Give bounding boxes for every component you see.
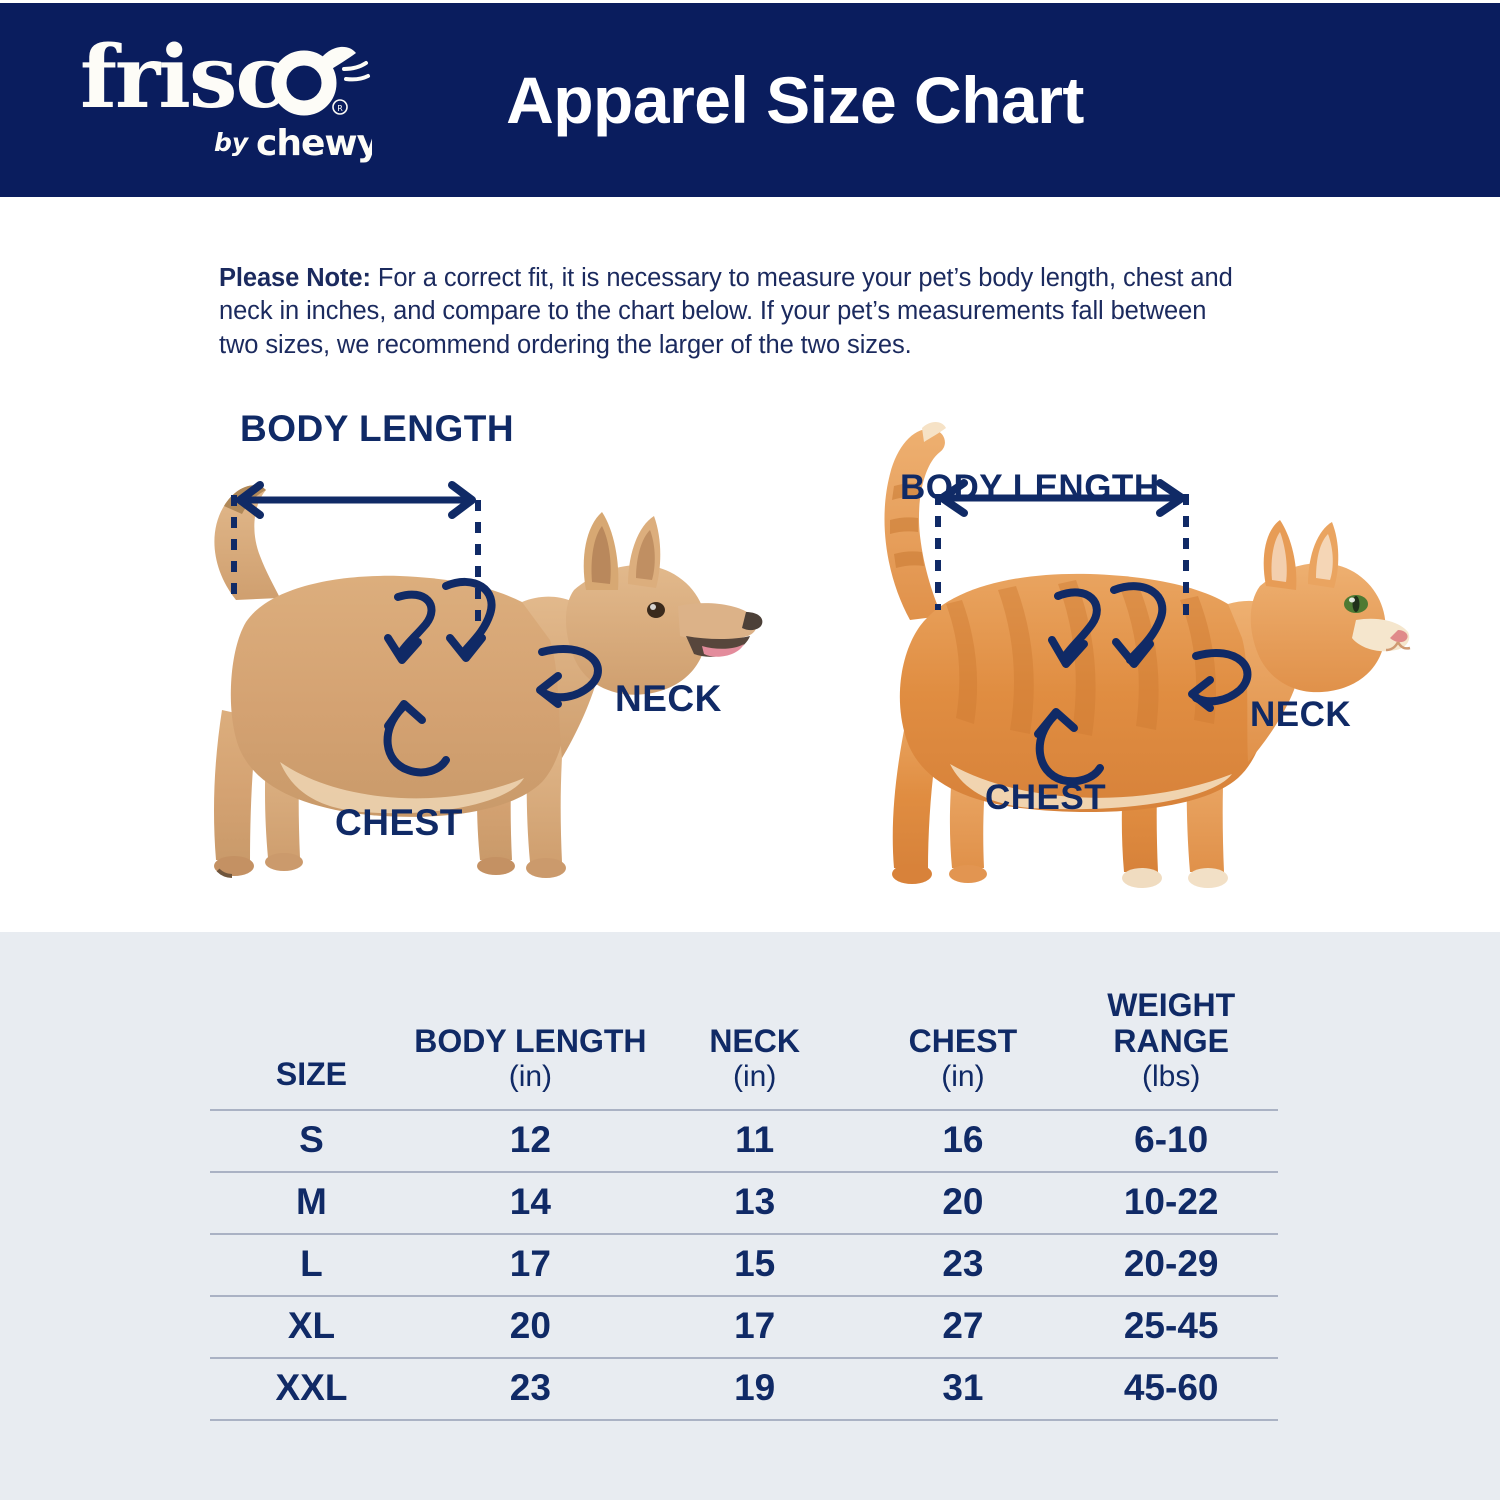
dog-neck-label: NECK — [615, 678, 722, 719]
th-chest-label: CHEST — [908, 1022, 1018, 1059]
cell-body-length: 20 — [412, 1296, 648, 1360]
cat-chest-label: CHEST — [985, 778, 1107, 817]
dog-tail — [214, 485, 280, 600]
cell-weight-range: 20-29 — [1064, 1234, 1278, 1298]
dog-neck-arrow — [536, 644, 602, 708]
cell-chest: 23 — [861, 1234, 1065, 1298]
measurement-illustrations: BODY LENGTH NECK CHEST — [0, 390, 1500, 935]
table-row: M 14 13 20 10-22 — [210, 1172, 1278, 1236]
dog-chest-arrow — [383, 700, 450, 777]
svg-text:by: by — [214, 128, 250, 157]
dog-head — [565, 565, 707, 695]
table-row: XL 20 17 27 25-45 — [210, 1296, 1278, 1360]
cell-neck: 17 — [647, 1296, 862, 1360]
cell-chest: 20 — [861, 1172, 1065, 1236]
size-table-section: SIZE BODY LENGTH (in) NECK (in) CHEST (i… — [0, 932, 1500, 1500]
th-neck: NECK (in) — [647, 988, 862, 1112]
cell-chest: 27 — [861, 1296, 1065, 1360]
cell-body-length: 14 — [412, 1172, 648, 1236]
cell-body-length: 23 — [412, 1358, 648, 1422]
page-title: Apparel Size Chart — [506, 63, 1084, 137]
th-weight-range-label: WEIGHT RANGE — [1107, 987, 1236, 1059]
frisco-logo: frisc R by chewy — [72, 25, 372, 175]
cat-body-length-annotation — [935, 479, 1189, 616]
svg-text:chewy: chewy — [256, 123, 372, 164]
cat-neck-arrow — [1188, 648, 1252, 712]
cell-size: XL — [210, 1296, 413, 1360]
cell-weight-range: 45-60 — [1064, 1358, 1278, 1422]
please-note-text: Please Note: For a correct fit, it is ne… — [219, 262, 1249, 364]
cell-neck: 19 — [647, 1358, 862, 1422]
dog-body — [230, 575, 567, 817]
cell-size: L — [210, 1234, 413, 1298]
cell-body-length: 12 — [412, 1110, 648, 1174]
th-body-length-unit: (in) — [508, 1059, 553, 1093]
th-body-length-label: BODY LENGTH — [414, 1022, 647, 1059]
cell-weight-range: 25-45 — [1064, 1296, 1278, 1360]
cat-girth-arrows — [1048, 582, 1167, 668]
cell-chest: 16 — [861, 1110, 1065, 1174]
svg-text:frisc: frisc — [80, 27, 286, 128]
cat-illustration-icon — [884, 422, 1411, 888]
cat-body-length-label: BODY LENGTH — [900, 468, 1160, 507]
dog-body-length-label: BODY LENGTH — [240, 408, 515, 449]
table-row: L 17 15 23 20-29 — [210, 1234, 1278, 1298]
cell-chest: 31 — [861, 1358, 1065, 1422]
th-weight-range-unit: (lbs) — [1142, 1059, 1201, 1093]
cell-neck: 11 — [647, 1110, 862, 1174]
cell-size: M — [210, 1172, 413, 1236]
cell-size: S — [210, 1110, 413, 1174]
cell-size: XXL — [210, 1358, 413, 1422]
table-header-row: SIZE BODY LENGTH (in) NECK (in) CHEST (i… — [210, 987, 1278, 1112]
th-chest-unit: (in) — [941, 1059, 985, 1093]
th-size: SIZE — [210, 988, 413, 1112]
cat-diagram: BODY LENGTH NECK CHEST — [790, 390, 1430, 935]
cat-head — [1250, 563, 1386, 693]
frisco-by-chewy-logo-icon: frisc R by chewy — [80, 27, 372, 164]
table-row: S 12 11 16 6-10 — [210, 1110, 1278, 1174]
cell-body-length: 17 — [412, 1234, 648, 1298]
th-chest: CHEST (in) — [861, 988, 1065, 1112]
dog-girth-arrows — [384, 578, 496, 664]
cat-chest-arrow — [1034, 708, 1104, 786]
cell-weight-range: 10-22 — [1064, 1172, 1278, 1236]
table-row: XXL 23 19 31 45-60 — [210, 1358, 1278, 1422]
cell-weight-range: 6-10 — [1064, 1110, 1278, 1174]
th-weight-range: WEIGHT RANGE (lbs) — [1064, 987, 1278, 1112]
dog-chest-label: CHEST — [335, 802, 463, 843]
dog-diagram: BODY LENGTH NECK CHEST — [150, 390, 770, 935]
dog-body-length-annotation — [231, 481, 481, 630]
please-note-label: Please Note: — [219, 263, 371, 292]
size-table: SIZE BODY LENGTH (in) NECK (in) CHEST (i… — [210, 987, 1278, 1422]
dog-illustration-icon — [214, 481, 763, 878]
cell-neck: 15 — [647, 1234, 862, 1298]
th-body-length: BODY LENGTH (in) — [412, 988, 648, 1112]
page-header: Apparel Size Chart frisc R by chewy — [0, 3, 1500, 197]
svg-text:R: R — [337, 104, 343, 113]
th-size-label: SIZE — [275, 1056, 348, 1093]
cat-body — [899, 573, 1269, 813]
th-neck-unit: (in) — [732, 1059, 777, 1093]
cell-neck: 13 — [647, 1172, 862, 1236]
please-note-body: For a correct fit, it is necessary to me… — [219, 263, 1233, 360]
th-neck-label: NECK — [709, 1022, 800, 1059]
cat-neck-label: NECK — [1250, 695, 1352, 734]
